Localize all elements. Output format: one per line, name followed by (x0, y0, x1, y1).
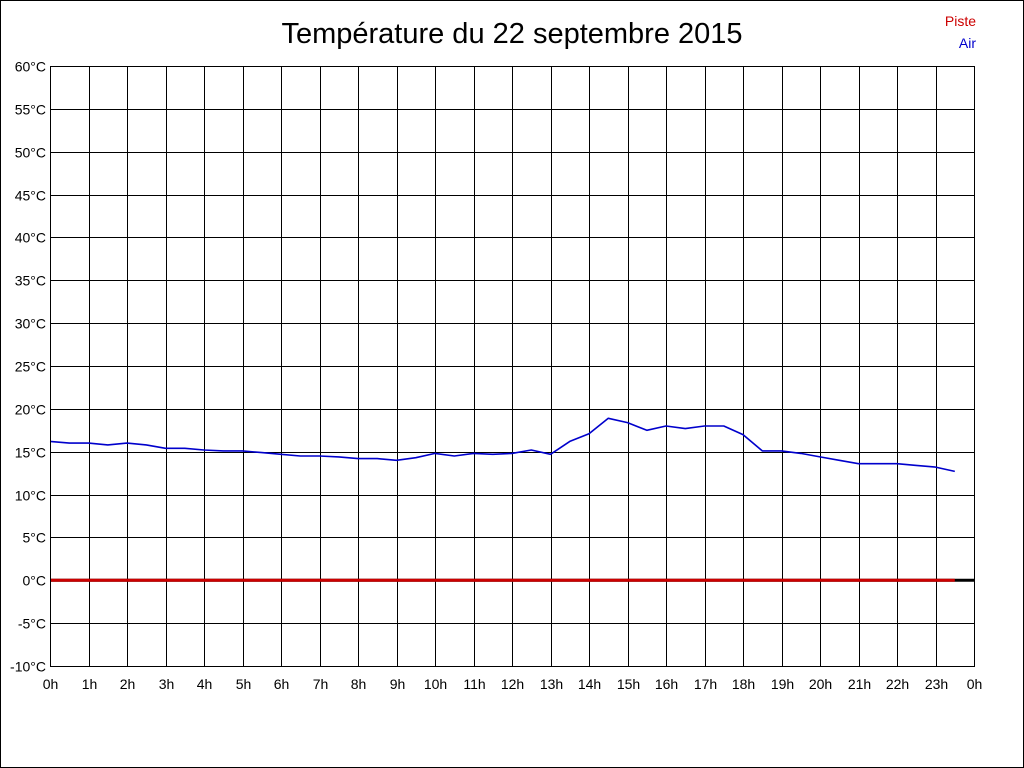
x-tick-label: 18h (732, 676, 755, 692)
x-tick-label: 14h (578, 676, 601, 692)
x-tick-label: 0h (43, 676, 59, 692)
y-tick-label: 50°C (15, 145, 46, 161)
grid-lines (50, 66, 975, 667)
y-tick-label: 25°C (15, 359, 46, 375)
x-tick-label: 15h (617, 676, 640, 692)
x-axis-labels: 0h 1h 2h 3h 4h 5h 6h 7h 8h 9h 10h 11h 12h 13h 14h 15h 16… (43, 676, 983, 692)
plot-area-border (50, 66, 975, 667)
x-tick-label: 20h (809, 676, 832, 692)
y-tick-label: 15°C (15, 445, 46, 461)
x-tick-label: 10h (424, 676, 447, 692)
series-lines (49, 417, 974, 582)
x-tick-label: 17h (694, 676, 717, 692)
y-tick-label: 35°C (15, 273, 46, 289)
y-tick-label: 45°C (15, 188, 46, 204)
chart-title: Température du 22 septembre 2015 (281, 18, 743, 50)
y-tick-label: 40°C (15, 230, 46, 246)
x-tick-label: 16h (655, 676, 678, 692)
x-tick-label: 19h (771, 676, 794, 692)
legend-entry-piste: Piste (944, 13, 976, 29)
x-tick-label: 23h (925, 676, 948, 692)
y-tick-label: 20°C (15, 402, 46, 418)
x-tick-label: 7h (313, 676, 329, 692)
x-tick-label: 12h (501, 676, 524, 692)
x-tick-label: 11h (463, 676, 485, 692)
x-tick-label: 5h (236, 676, 252, 692)
x-tick-label: 3h (159, 676, 175, 692)
y-tick-label: 0°C (23, 573, 47, 589)
x-tick-label: 4h (197, 676, 213, 692)
x-tick-label: 8h (351, 676, 367, 692)
y-axis-labels: 60°C 55°C 50°C 45°C 40°C 35°C 30°C 25°C 20°C 15°C… (10, 59, 46, 675)
y-tick-label: 5°C (23, 530, 47, 546)
y-tick-label: -5°C (18, 616, 46, 632)
x-tick-label: 2h (120, 676, 136, 692)
x-tick-label: 13h (540, 676, 563, 692)
y-tick-label: 10°C (15, 488, 46, 504)
x-tick-label: 1h (82, 676, 98, 692)
y-tick-label: 30°C (15, 316, 46, 332)
x-tick-label: 22h (886, 676, 909, 692)
x-tick-label: 21h (848, 676, 871, 692)
y-tick-label: 60°C (15, 59, 46, 75)
series-line-air (49, 417, 955, 473)
y-tick-label: 55°C (15, 102, 46, 118)
x-tick-label: 0h (967, 676, 983, 692)
y-tick-label: -10°C (10, 659, 46, 675)
x-tick-label: 9h (390, 676, 406, 692)
x-tick-label: 6h (274, 676, 290, 692)
legend-entry-air: Air (958, 35, 976, 51)
